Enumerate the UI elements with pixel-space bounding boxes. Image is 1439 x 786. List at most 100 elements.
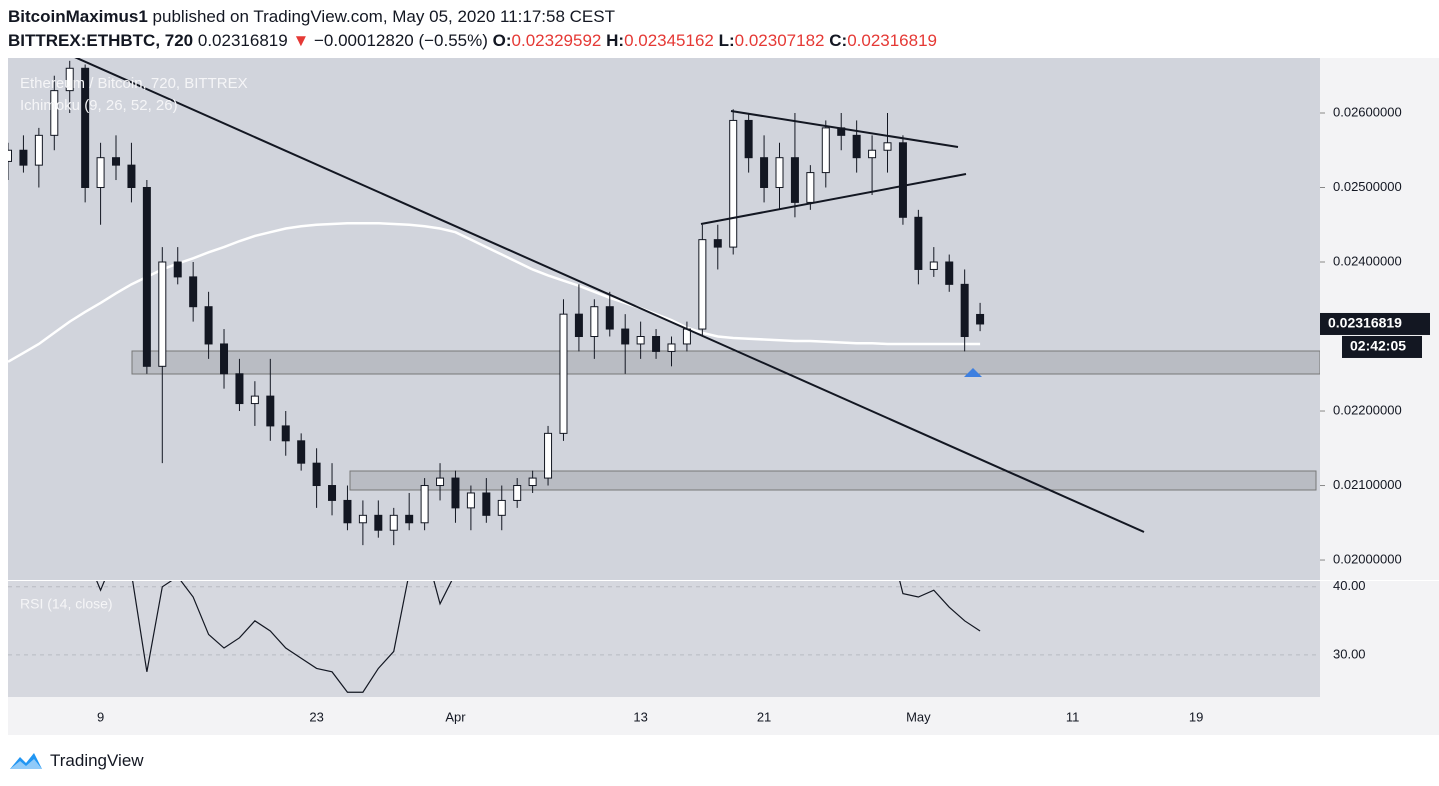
logo-icon	[10, 753, 42, 769]
candle-body	[945, 261, 954, 285]
candle-body	[297, 440, 306, 464]
support-zone	[349, 470, 1317, 491]
y-tick-label: 30.00	[1333, 646, 1366, 661]
candle-body	[482, 492, 491, 516]
candle-body	[744, 119, 753, 159]
ohlc-value: 0.02329592	[511, 31, 602, 50]
candle-body	[621, 328, 630, 345]
candle-body	[50, 90, 59, 136]
rsi-pane	[8, 581, 1320, 697]
ohlc-key: C:	[829, 31, 848, 50]
rsi-label: RSI (14, close)	[20, 596, 113, 612]
published: published on TradingView.com, May 05, 20…	[152, 7, 615, 26]
candle-body	[513, 485, 522, 501]
ohlc-value: 0.02345162	[624, 31, 714, 50]
x-tick-label: May	[906, 709, 931, 724]
y-tick-label: 0.02400000	[1333, 253, 1402, 268]
y-tick-label: 0.02100000	[1333, 477, 1402, 492]
x-tick-label: 21	[757, 709, 771, 724]
candle-body	[81, 67, 90, 188]
candle-body	[8, 149, 12, 162]
candle-body	[775, 157, 784, 188]
candle-body	[189, 276, 198, 308]
candle-body	[806, 172, 815, 203]
candle-body	[405, 514, 414, 524]
candle-body	[112, 157, 121, 166]
candle-body	[466, 492, 475, 509]
header-line-2: BITTREX:ETHBTC, 720 0.02316819 ▼ −0.0001…	[8, 31, 937, 51]
candle-body	[667, 343, 676, 352]
candle-body	[713, 239, 722, 248]
price-axis	[1320, 58, 1439, 735]
triangle-upper	[730, 110, 959, 148]
ohlc-value: 0.02316819	[847, 31, 938, 50]
x-tick-label: 13	[633, 709, 647, 724]
chart-title: Ethereum / Bitcoin, 720, BITTREX	[20, 75, 248, 92]
candle-body	[220, 343, 229, 375]
candle-body	[281, 425, 290, 442]
candle-body	[976, 313, 985, 325]
candle-body	[173, 261, 182, 278]
candle-body	[142, 186, 151, 367]
candle-body	[883, 142, 892, 151]
candle-body	[328, 485, 337, 501]
logo: TradingView	[8, 749, 144, 773]
candle-body	[821, 127, 830, 174]
candle-body	[790, 157, 799, 203]
candle-body	[960, 283, 969, 338]
symbol: BITTREX:ETHBTC, 720	[8, 31, 194, 50]
candle-body	[96, 157, 105, 188]
time-axis	[8, 697, 1320, 735]
candle-body	[235, 373, 244, 405]
change: −0.00012820 (−0.55%)	[314, 31, 488, 50]
candle-body	[266, 395, 275, 427]
candle-body	[374, 514, 383, 531]
candle-body	[436, 477, 445, 487]
candle-body	[574, 313, 583, 338]
candle-body	[420, 485, 429, 524]
candle-body	[19, 149, 28, 166]
ohlc: O:0.02329592 H:0.02345162 L:0.02307182 C…	[493, 31, 937, 50]
candle-body	[682, 328, 691, 345]
candle-body	[451, 477, 460, 509]
candle-body	[868, 149, 877, 159]
candle-body	[343, 499, 352, 524]
candle-body	[389, 514, 398, 531]
candle-body	[559, 313, 568, 434]
ohlc-key: L:	[718, 31, 735, 50]
candle-body	[636, 336, 645, 345]
y-tick-label: 0.02000000	[1333, 551, 1402, 566]
arrow-marker	[964, 368, 982, 377]
y-tick-label: 40.00	[1333, 578, 1366, 593]
candle-body	[605, 306, 614, 330]
candle-body	[729, 119, 738, 248]
countdown: 02:42:05	[1350, 338, 1406, 354]
candle-body	[127, 164, 136, 188]
ohlc-key: O:	[492, 31, 512, 50]
candle-body	[528, 477, 537, 487]
ohlc-key: H:	[606, 31, 625, 50]
x-tick-label: 19	[1189, 709, 1203, 724]
rsi-line	[96, 581, 981, 693]
last: 0.02316819	[197, 31, 288, 50]
x-tick-label: Apr	[445, 709, 466, 724]
header-line-1: BitcoinMaximus1 published on TradingView…	[8, 7, 615, 27]
user: BitcoinMaximus1	[8, 7, 148, 26]
candle-body	[929, 261, 938, 270]
price-tag: 0.02316819	[1328, 315, 1402, 331]
candle-body	[358, 514, 367, 524]
y-tick-label: 0.02600000	[1333, 104, 1402, 119]
candle-body	[590, 306, 599, 338]
candle-body	[914, 216, 923, 270]
candle-body	[312, 462, 321, 487]
trendline	[74, 58, 1145, 533]
y-tick-label: 0.02200000	[1333, 402, 1402, 417]
arrow: ▼	[292, 31, 310, 50]
y-tick-label: 0.02500000	[1333, 179, 1402, 194]
candle-body	[760, 157, 769, 188]
candle-body	[65, 67, 74, 92]
candle-body	[652, 336, 661, 352]
moving-average	[8, 222, 981, 363]
